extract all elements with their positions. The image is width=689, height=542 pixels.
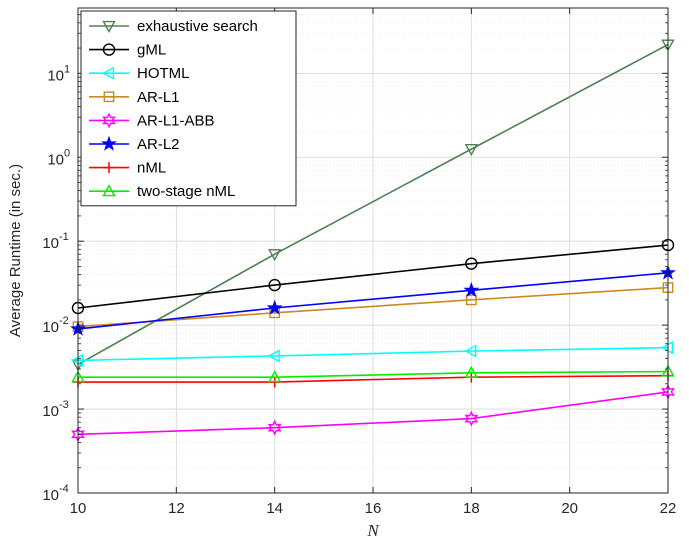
y-tick-exponent: 0	[64, 147, 70, 159]
y-tick-label: 10	[42, 487, 59, 504]
x-tick-label: 16	[365, 500, 382, 517]
x-tick-label: 10	[70, 500, 87, 517]
x-tick-label: 22	[660, 500, 677, 517]
legend-label: nML	[137, 160, 166, 177]
y-tick-exponent: -4	[59, 483, 69, 495]
legend-label: exhaustive search	[137, 18, 258, 35]
legend-label: AR-L2	[137, 136, 180, 153]
y-tick-exponent: -3	[59, 399, 69, 411]
legend-label: HOTML	[137, 65, 190, 82]
legend-label: gML	[137, 42, 166, 59]
y-tick-label: 10	[47, 67, 64, 84]
y-tick-label: 10	[47, 151, 64, 168]
y-tick-label: 10	[42, 403, 59, 420]
x-tick-label: 12	[168, 500, 185, 517]
x-tick-label: 20	[561, 500, 578, 517]
legend-box	[81, 11, 296, 206]
legend: exhaustive search gML HOTML AR-L1 AR-L1-ABB A…	[81, 11, 296, 206]
y-axis-label: Average Runtime (in sec.)	[7, 164, 24, 337]
x-tick-label: 18	[463, 500, 480, 517]
x-tick-labels: 10 12 14 16 18 20 22	[70, 500, 677, 517]
y-tick-exponent: -2	[59, 315, 69, 327]
x-axis-label: N	[366, 521, 380, 540]
y-tick-exponent: -1	[59, 231, 69, 243]
y-tick-exponent: 1	[64, 63, 70, 75]
legend-label: AR-L1	[137, 89, 180, 106]
legend-label: AR-L1-ABB	[137, 112, 215, 129]
y-tick-label: 10	[42, 319, 59, 336]
y-tick-label: 10	[42, 235, 59, 252]
legend-label: two-stage nML	[137, 183, 235, 200]
x-tick-label: 14	[266, 500, 283, 517]
